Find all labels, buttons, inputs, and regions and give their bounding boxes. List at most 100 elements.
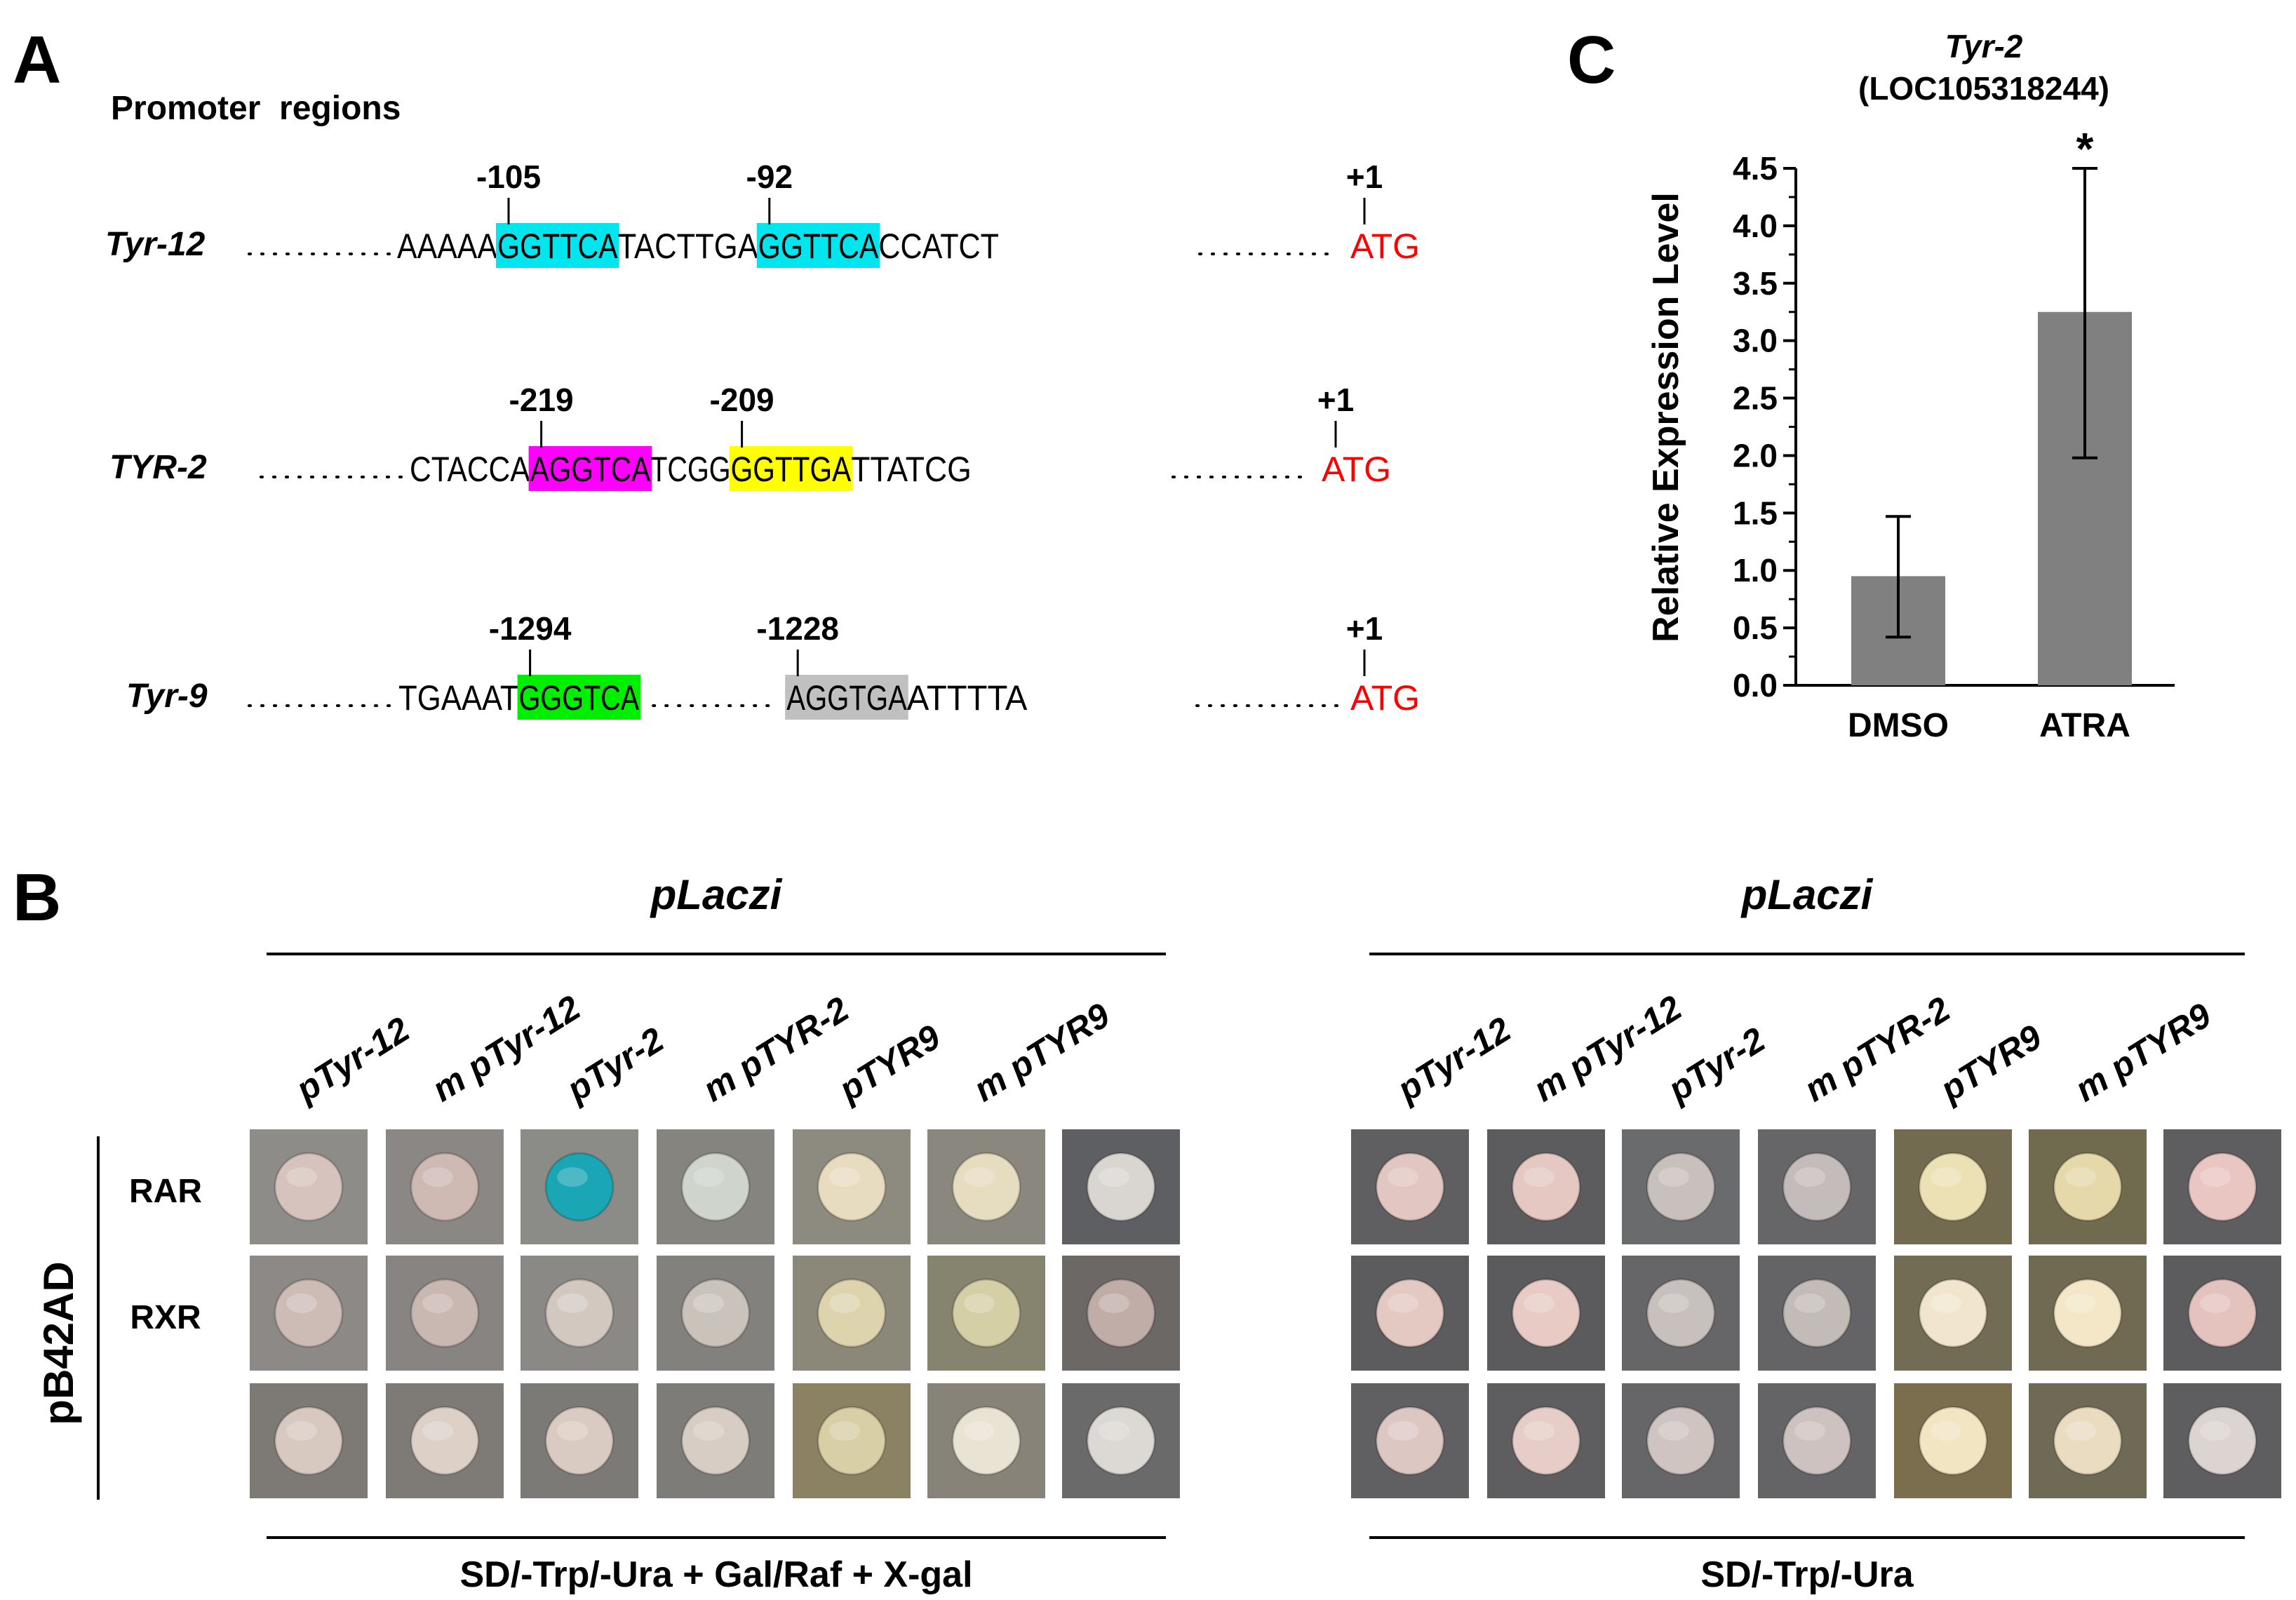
colony-sheen (1524, 1167, 1555, 1187)
colony-sheen (422, 1293, 453, 1313)
colony-spot (2053, 1278, 2123, 1348)
yeast-spot-cell (250, 1129, 368, 1244)
column-label: pTYR9 (1932, 1017, 2048, 1110)
colony-spot (1782, 1406, 1852, 1476)
yeast-spot-cell (386, 1129, 504, 1244)
colony-spot (274, 1152, 344, 1222)
colony-spot (1646, 1152, 1716, 1222)
yeast-spot-cell (250, 1383, 368, 1498)
yeast-spot-cell (657, 1129, 774, 1244)
colony-spot (410, 1406, 480, 1476)
sequence-segment: TGAAAT (398, 678, 519, 718)
colony-spot (2187, 1278, 2257, 1348)
gene-name-tyr-12: Tyr-12 (105, 226, 206, 263)
colony-sheen (2200, 1421, 2231, 1441)
colony-spot (544, 1278, 615, 1348)
colony-spot (1646, 1406, 1716, 1476)
colony-sheen (964, 1167, 995, 1187)
yeast-spot-cell (927, 1129, 1045, 1244)
motif-sequence: GGTTCA (758, 227, 879, 266)
yeast-spot-cell (657, 1383, 774, 1498)
colony-spot (1782, 1152, 1852, 1222)
colony-sheen (1794, 1421, 1825, 1441)
colony-spot (2053, 1152, 2123, 1222)
y-tick-label: 1.5 (1733, 495, 1778, 531)
yeast-spot-cell (1487, 1383, 1605, 1498)
site-position-label: -1228 (756, 610, 839, 647)
colony-spot (680, 1152, 751, 1222)
column-label: pTyr-2 (1660, 1020, 1772, 1110)
motif-highlight (528, 446, 652, 491)
panel-b-letter: B (13, 860, 61, 935)
colony-spot (951, 1152, 1021, 1222)
site-position-label: -209 (710, 382, 774, 418)
y-tick-label: 1.0 (1733, 552, 1778, 589)
colony-sheen (1099, 1421, 1129, 1441)
sequence-segment: TCGG (650, 450, 730, 489)
medium-label: SD/-Trp/-Ura + Gal/Raf + X-gal (459, 1554, 972, 1595)
colony-spot (2187, 1152, 2257, 1222)
medium-label: SD/-Trp/-Ura (1700, 1554, 1914, 1595)
colony-spot (1918, 1278, 1988, 1348)
motif-sequence: GGTTCA (497, 227, 618, 266)
yeast-spot-cell (793, 1129, 911, 1244)
yeast-spot-cell (1062, 1256, 1180, 1371)
y-tick-label: 4.0 (1733, 208, 1778, 244)
colony-spot (1918, 1152, 1988, 1222)
motif-sequence: AGGTGA (786, 678, 907, 718)
sequence-segment: AAAAA (397, 227, 498, 266)
y-tick-label: 3.5 (1733, 265, 1778, 302)
colony-spot (680, 1406, 751, 1476)
colony-sheen (1099, 1293, 1129, 1313)
yeast-spot-cell (1351, 1129, 1469, 1244)
yeast-spot-cell (1062, 1129, 1180, 1244)
colony-sheen (1388, 1167, 1418, 1187)
colony-sheen (2200, 1167, 2231, 1187)
colony-sheen (1658, 1293, 1689, 1313)
yeast-spot-cell (521, 1129, 638, 1244)
yeast-spot-cell (2029, 1129, 2147, 1244)
colony-sheen (1794, 1293, 1825, 1313)
pb42ad-label: pB42AD (35, 1261, 82, 1425)
colony-sheen (286, 1293, 317, 1313)
colony-sheen (422, 1167, 453, 1187)
colony-spot (274, 1278, 344, 1348)
column-label: m pTyr-12 (425, 988, 587, 1109)
gene-name-tyr-2: TYR-2 (109, 449, 207, 486)
colony-spot (274, 1406, 344, 1476)
motif-highlight (729, 446, 853, 491)
colony-spot (817, 1278, 887, 1348)
yeast-spot-cell (1622, 1383, 1740, 1498)
placzi-label: pLaczi (1740, 871, 1874, 918)
yeast-spot-cell (2029, 1256, 2147, 1371)
colony-spot (544, 1406, 615, 1476)
row-label-rxr: RXR (130, 1299, 201, 1336)
tss-label: +1 (1317, 382, 1354, 418)
yeast-spot-cell (1894, 1256, 2012, 1371)
yeast-spot-cell (1894, 1129, 2012, 1244)
yeast-spot-cell (1351, 1383, 1469, 1498)
column-label: pTYR9 (831, 1017, 947, 1110)
yeast-spot-cell (1351, 1256, 1469, 1371)
motif-highlight (517, 675, 641, 720)
yeast-spot-cell (386, 1383, 504, 1498)
row-label-rar: RAR (129, 1173, 202, 1210)
x-tick-label-atra: ATRA (2039, 707, 2130, 744)
colony-sheen (286, 1421, 317, 1441)
yeast-spot-cell (1622, 1129, 1740, 1244)
colony-sheen (2065, 1167, 2096, 1187)
colony-sheen (693, 1167, 724, 1187)
sequence-segment: CTACCA (410, 450, 530, 489)
colony-sheen (964, 1293, 995, 1313)
tss-label: +1 (1346, 159, 1383, 195)
motif-highlight (756, 223, 880, 268)
motif-highlight (496, 223, 619, 268)
promoter-regions-title: Promoter regions (111, 90, 401, 127)
column-label: pTyr-2 (558, 1020, 671, 1110)
yeast-spot-cell (521, 1256, 638, 1371)
colony-spot (1375, 1152, 1445, 1222)
column-label: pTyr-12 (288, 1009, 416, 1110)
